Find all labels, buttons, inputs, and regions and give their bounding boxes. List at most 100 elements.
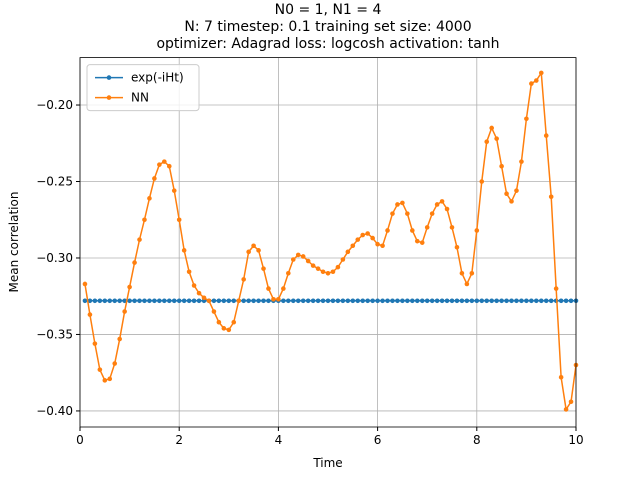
point <box>251 243 256 249</box>
point <box>261 266 266 271</box>
legend-marker <box>106 95 112 100</box>
point <box>410 298 415 304</box>
point <box>400 200 405 206</box>
point <box>484 298 490 304</box>
point <box>92 341 98 346</box>
point <box>142 217 147 223</box>
point <box>499 163 504 169</box>
point <box>519 159 524 164</box>
point <box>484 139 490 145</box>
point <box>300 254 306 259</box>
point <box>266 298 271 304</box>
point <box>320 298 326 304</box>
point <box>191 283 197 288</box>
point <box>137 237 142 242</box>
chart-title: N: 7 timestep: 0.1 training set size: 40… <box>184 19 471 35</box>
point <box>543 298 549 304</box>
point <box>568 399 574 405</box>
point <box>548 194 554 200</box>
point <box>162 298 167 304</box>
point <box>181 298 187 304</box>
point <box>434 298 440 304</box>
point <box>290 257 296 262</box>
legend-box <box>86 64 200 112</box>
point <box>543 133 549 138</box>
point <box>424 298 430 304</box>
point <box>504 298 509 304</box>
point <box>211 309 217 314</box>
point <box>553 286 559 291</box>
x-axis-label: Time <box>312 456 342 470</box>
point <box>375 241 380 247</box>
point <box>563 407 569 412</box>
point <box>519 298 524 304</box>
point <box>558 298 564 304</box>
point <box>256 298 261 304</box>
point <box>514 188 519 193</box>
point <box>529 298 534 304</box>
point <box>434 202 440 207</box>
point <box>504 191 509 197</box>
point <box>524 298 529 304</box>
y-tick-label: −0.25 <box>36 174 73 188</box>
point <box>251 298 256 304</box>
point <box>538 298 544 304</box>
point <box>305 258 311 264</box>
point <box>286 298 291 304</box>
point <box>97 367 103 372</box>
point <box>117 336 122 342</box>
point <box>429 298 435 304</box>
point <box>330 298 336 304</box>
point <box>281 286 286 291</box>
y-tick-label: −0.35 <box>36 327 73 341</box>
point <box>196 290 202 296</box>
point <box>295 298 301 304</box>
point <box>107 298 113 304</box>
point <box>112 298 118 304</box>
point <box>439 298 445 304</box>
point <box>92 298 98 304</box>
point <box>127 284 132 290</box>
point <box>191 298 197 304</box>
point <box>548 298 554 304</box>
point <box>231 298 237 304</box>
point <box>132 260 137 265</box>
point <box>216 298 222 304</box>
point <box>380 298 385 304</box>
point <box>474 298 480 304</box>
point <box>563 298 569 304</box>
point <box>82 281 88 287</box>
point <box>424 225 430 230</box>
point <box>414 238 420 244</box>
point <box>469 270 475 276</box>
point <box>459 298 465 304</box>
x-tick-label: 4 <box>275 433 283 447</box>
point <box>444 298 450 304</box>
axes-frame <box>79 57 577 428</box>
point <box>459 270 465 276</box>
point <box>489 298 494 304</box>
point <box>201 295 207 301</box>
point <box>271 296 276 302</box>
point <box>211 298 217 304</box>
point <box>186 298 192 304</box>
point <box>132 298 137 304</box>
point <box>112 361 118 366</box>
legend-label: NN <box>131 91 149 105</box>
x-tick-label: 8 <box>473 433 481 447</box>
x-tick-label: 2 <box>175 433 183 447</box>
point <box>494 298 499 304</box>
point <box>534 298 539 304</box>
point <box>246 298 251 304</box>
point <box>350 298 356 304</box>
point <box>117 298 122 304</box>
point <box>454 298 460 304</box>
point <box>335 298 341 304</box>
point <box>315 266 321 271</box>
point <box>355 298 361 304</box>
point <box>405 211 410 216</box>
legend-marker <box>106 75 112 80</box>
point <box>166 298 172 304</box>
point <box>127 298 132 304</box>
